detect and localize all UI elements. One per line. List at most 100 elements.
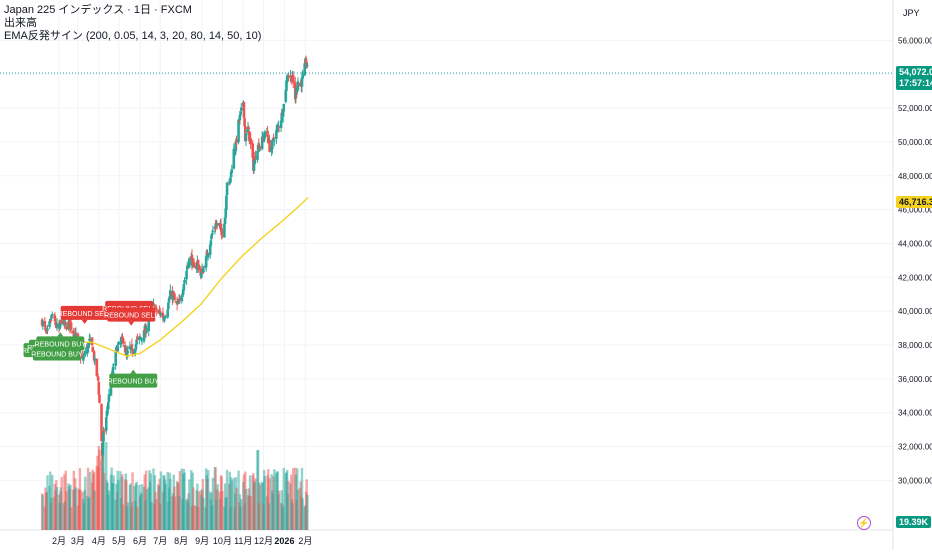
signal-label-buy: [109, 373, 158, 388]
x-tick-label: 2026: [274, 536, 294, 546]
candle-body: [216, 223, 219, 225]
candle-body: [119, 339, 123, 344]
candle-body: [88, 339, 92, 341]
signal-text: REBOUND BUY: [35, 341, 87, 348]
x-tick-label: 5月: [112, 536, 126, 546]
volume-bar: [232, 478, 236, 530]
candle-body: [251, 143, 255, 158]
currency-label[interactable]: JPY: [903, 8, 920, 18]
signal-text: REBOUND SELL: [104, 313, 158, 320]
candle-body: [112, 367, 115, 369]
candle-body: [242, 101, 246, 118]
candle-body: [95, 358, 99, 376]
candle-body: [181, 293, 184, 296]
candle-body: [195, 265, 198, 270]
candle-body: [55, 323, 59, 328]
candle-body: [167, 300, 171, 302]
candle-body: [180, 296, 184, 302]
candle-body: [301, 74, 304, 79]
candle-body: [139, 337, 142, 339]
candle-body: [136, 337, 139, 339]
candle-body: [225, 195, 228, 210]
candle-body: [199, 268, 203, 276]
volume-bar: [150, 501, 153, 530]
candle-body: [138, 336, 141, 341]
candle-body: [244, 126, 247, 142]
candle-body: [187, 258, 191, 268]
candle-body: [284, 89, 288, 102]
candle-body: [257, 143, 261, 150]
candle-body: [275, 128, 279, 132]
candle-body: [232, 148, 236, 169]
candle-body: [247, 127, 250, 130]
y-tick-label: 40,000.00: [898, 307, 932, 316]
candle-body: [208, 244, 212, 255]
candle-body: [249, 138, 252, 145]
signal-pointer: [130, 369, 137, 374]
volume-bar: [258, 484, 262, 530]
candle-body: [104, 417, 108, 431]
candle-body: [158, 310, 161, 312]
volume-bar: [221, 490, 224, 530]
volume-bar: [306, 494, 309, 530]
candle-body: [44, 327, 47, 329]
candle-body: [305, 62, 309, 66]
volume-bar: [240, 499, 243, 530]
candle-body: [191, 260, 194, 268]
candle-body: [96, 376, 100, 381]
last-price-value: 54,072.07: [899, 67, 932, 77]
candle-body: [60, 320, 63, 324]
candle-body: [130, 344, 134, 347]
candle-body: [154, 306, 157, 308]
volume-bar: [237, 470, 240, 530]
candle-body: [275, 130, 278, 139]
candle-body: [147, 321, 151, 332]
candle-body: [190, 254, 194, 266]
candle-body: [65, 326, 68, 330]
candle-body: [223, 223, 226, 238]
candle-body: [294, 91, 298, 99]
candle-body: [260, 136, 264, 150]
candle-body: [163, 319, 166, 321]
candle-body: [101, 442, 105, 455]
candle-body: [256, 150, 259, 161]
candle-body: [100, 403, 103, 442]
x-tick-label: 7月: [153, 536, 167, 546]
lightning-icon[interactable]: ⚡: [857, 516, 871, 530]
candle-body: [192, 262, 196, 268]
last-price-tag: 54,072.07 17:57:14: [896, 66, 932, 90]
candle-body: [116, 345, 120, 352]
candle-body: [211, 230, 215, 232]
y-tick-label: 38,000.00: [898, 341, 932, 350]
signal-pointer: [128, 321, 135, 326]
candle-body: [131, 348, 134, 354]
volume-bar: [282, 467, 285, 530]
volume-bar: [216, 484, 219, 530]
volume-bar: [173, 496, 177, 530]
candle-body: [258, 146, 262, 148]
volume-bar: [152, 468, 155, 530]
candle-body: [210, 234, 213, 240]
volume-bar: [145, 489, 148, 530]
candle-body: [126, 350, 130, 353]
candle-body: [295, 91, 298, 93]
signal-text: REBOUND BUY: [108, 379, 160, 386]
candle-body: [252, 163, 256, 171]
volume-bar: [268, 478, 271, 530]
candle-body: [219, 223, 223, 230]
candle-body: [84, 351, 87, 355]
volume-bar: [49, 471, 52, 530]
candle-body: [280, 112, 284, 123]
candle-body: [230, 169, 234, 173]
x-tick-label: 10月: [213, 536, 232, 546]
volume-bar: [256, 449, 260, 530]
candle-body: [169, 290, 172, 298]
candle-body: [111, 367, 115, 376]
chart-title: Japan 225 インデックス · 1日 · FXCM: [4, 4, 192, 16]
candle-body: [263, 131, 267, 139]
candle-body: [176, 302, 180, 304]
candle-body: [96, 373, 99, 376]
signal-pointer: [81, 319, 88, 324]
volume-bar: [244, 488, 248, 530]
